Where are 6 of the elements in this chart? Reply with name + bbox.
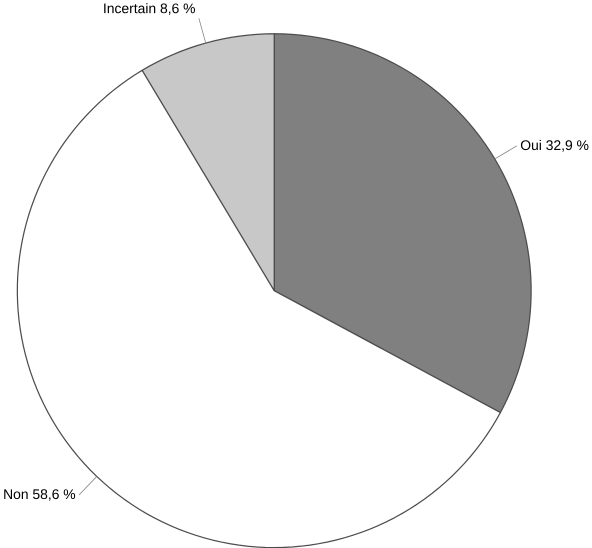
data-label: 32,9 % — [546, 140, 588, 152]
slice-label: Non — [4, 489, 28, 500]
slice-label: Oui — [520, 140, 541, 150]
slice-label: Incertain — [104, 2, 156, 14]
data-label: 58,6 % — [32, 489, 76, 501]
data-label: 8,6 % — [160, 3, 195, 15]
